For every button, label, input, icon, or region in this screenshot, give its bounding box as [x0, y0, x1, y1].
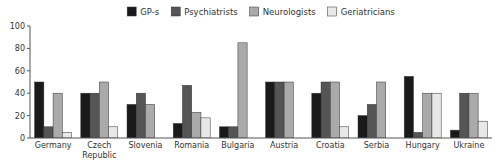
y-axis: 0 20 40 60 80 100: [10, 22, 30, 143]
bar: [192, 112, 201, 138]
y-tick: [27, 138, 30, 139]
bar: [146, 104, 155, 138]
x-tick-label-line: Croatia: [316, 141, 345, 150]
y-tick: [27, 48, 30, 49]
x-tick-label: Romania: [174, 141, 209, 150]
x-tick-label: Germany: [35, 141, 72, 150]
x-tick-label: Croatia: [316, 141, 345, 150]
bar: [53, 93, 62, 138]
x-tick-label-line: Hungary: [406, 141, 440, 150]
bar: [182, 85, 191, 138]
x-tick-label: Bulgaria: [221, 141, 254, 150]
bar: [62, 132, 71, 138]
bar: [330, 82, 339, 138]
bar: [90, 93, 99, 138]
x-tick-label: Slovenia: [128, 141, 162, 150]
y-tick: [27, 93, 30, 94]
bar: [423, 93, 432, 138]
bar: [469, 93, 478, 138]
x-tick-label: CzechRepublic: [82, 141, 116, 160]
x-tick-label-line: Austria: [270, 141, 298, 150]
y-tick-label: 80: [15, 44, 25, 53]
legend-label: Neurologists: [263, 7, 317, 17]
y-tick: [27, 70, 30, 71]
legend-item: Neurologists: [250, 7, 317, 17]
bar: [432, 93, 441, 138]
legend-item: Psychiatrists: [171, 7, 238, 17]
bar: [275, 82, 284, 138]
bar: [460, 93, 469, 138]
x-tick-label-line: Republic: [82, 151, 116, 160]
bar: [127, 104, 136, 138]
legend-swatch: [171, 7, 180, 16]
bar: [321, 82, 330, 138]
bar: [413, 132, 422, 138]
legend-item: Geriatricians: [328, 7, 396, 17]
x-tick-label-line: Germany: [35, 141, 72, 150]
bar: [44, 127, 53, 138]
legend-swatch: [127, 7, 136, 16]
bar: [284, 82, 293, 138]
bar: [35, 82, 44, 138]
y-tick-label: 100: [10, 22, 25, 31]
chart-svg: 0 20 40 60 80 100 Germany CzechRepublic Slovenia…: [0, 0, 500, 167]
x-tick-label: Serbia: [364, 141, 390, 150]
bars: [35, 43, 488, 138]
x-tick-label: Austria: [270, 141, 298, 150]
bar: [478, 121, 487, 138]
bar: [340, 127, 349, 138]
x-tick-label-line: Czech: [87, 141, 111, 150]
bar: [219, 127, 228, 138]
bar: [367, 104, 376, 138]
bar: [201, 118, 210, 138]
y-tick-label: 60: [15, 67, 25, 76]
bar: [229, 127, 238, 138]
bar: [81, 93, 90, 138]
x-tick-label-line: Bulgaria: [221, 141, 254, 150]
bar: [404, 76, 413, 138]
x-axis-line: [30, 138, 492, 139]
y-axis-line: [30, 26, 31, 138]
y-tick: [27, 26, 30, 27]
bar: [266, 82, 275, 138]
bar: [377, 82, 386, 138]
legend-label: Geriatricians: [341, 7, 396, 17]
legend: GP-s Psychiatrists Neurologists Geriatricia…: [127, 7, 395, 17]
bar: [358, 116, 367, 138]
bar: [136, 93, 145, 138]
x-tick-label-line: Slovenia: [128, 141, 162, 150]
x-axis: Germany CzechRepublic Slovenia Romania Bulga…: [30, 138, 492, 160]
chart-container: 0 20 40 60 80 100 Germany CzechRepublic Slovenia…: [0, 0, 500, 167]
x-tick-label-line: Romania: [174, 141, 209, 150]
legend-swatch: [328, 7, 337, 16]
y-tick-label: 20: [15, 112, 25, 121]
bar: [450, 130, 459, 138]
bar: [99, 82, 108, 138]
y-tick: [27, 115, 30, 116]
x-tick-label-line: Ukraine: [453, 141, 484, 150]
x-tick-label: Ukraine: [453, 141, 484, 150]
bar: [312, 93, 321, 138]
bar: [173, 123, 182, 138]
legend-label: Psychiatrists: [184, 7, 238, 17]
bar: [109, 127, 118, 138]
y-tick-label: 40: [15, 89, 25, 98]
legend-item: GP-s: [127, 7, 160, 17]
x-tick-label: Hungary: [406, 141, 440, 150]
y-tick-label: 0: [20, 134, 25, 143]
x-tick-label-line: Serbia: [364, 141, 390, 150]
bar: [238, 43, 247, 138]
legend-swatch: [250, 7, 259, 16]
legend-label: GP-s: [140, 7, 160, 17]
